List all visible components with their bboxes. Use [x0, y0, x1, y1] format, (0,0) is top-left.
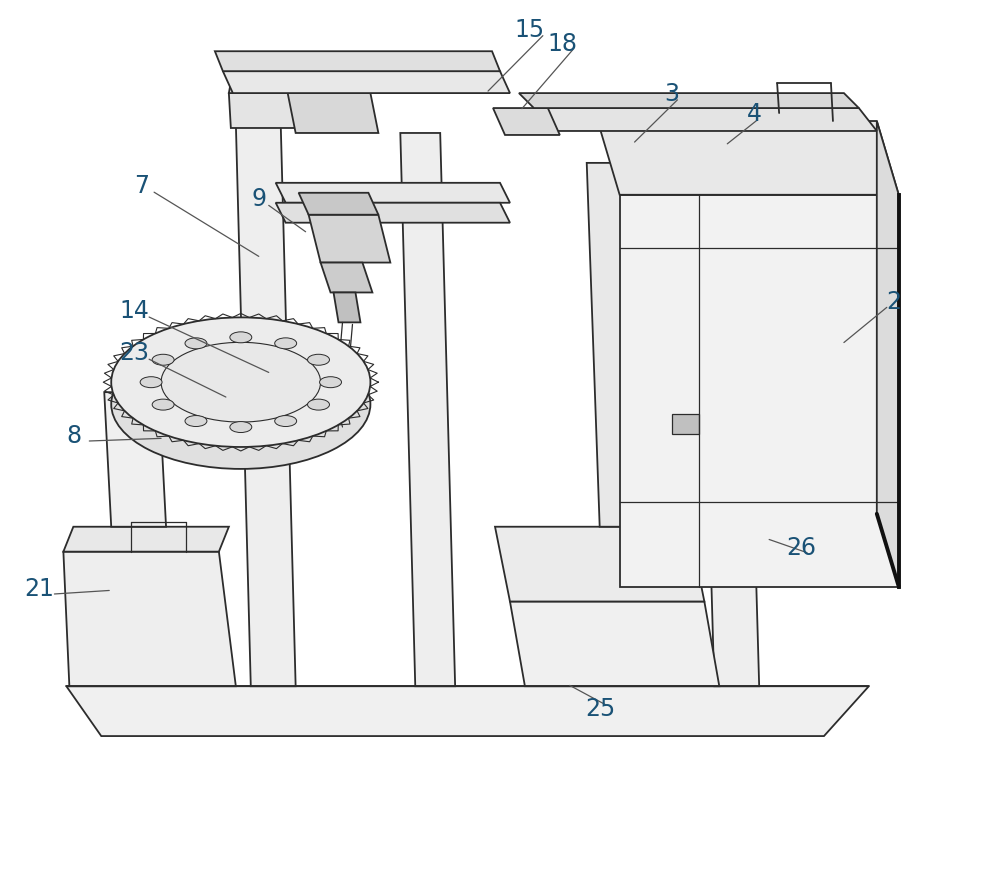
Ellipse shape [161, 342, 321, 422]
Polygon shape [215, 51, 500, 71]
Ellipse shape [275, 338, 297, 348]
Ellipse shape [308, 355, 329, 365]
Ellipse shape [111, 340, 370, 469]
Ellipse shape [152, 400, 174, 410]
Polygon shape [672, 414, 699, 434]
Text: 9: 9 [251, 187, 266, 211]
Text: 26: 26 [786, 536, 816, 560]
Polygon shape [104, 392, 166, 527]
Ellipse shape [185, 415, 207, 427]
Text: 4: 4 [747, 102, 762, 126]
Polygon shape [598, 121, 899, 195]
Polygon shape [286, 83, 378, 133]
Polygon shape [229, 71, 323, 93]
Polygon shape [299, 193, 378, 214]
Ellipse shape [230, 332, 252, 343]
Polygon shape [286, 58, 375, 83]
Polygon shape [747, 113, 819, 128]
Polygon shape [321, 263, 372, 293]
Ellipse shape [320, 377, 342, 388]
Polygon shape [63, 551, 236, 686]
Text: 21: 21 [25, 577, 54, 601]
Polygon shape [495, 527, 704, 602]
Polygon shape [236, 123, 296, 686]
Ellipse shape [111, 318, 370, 447]
Polygon shape [699, 163, 759, 686]
Polygon shape [66, 686, 869, 736]
Text: 14: 14 [119, 299, 149, 323]
Polygon shape [309, 214, 390, 263]
Polygon shape [493, 108, 560, 135]
Polygon shape [587, 163, 635, 527]
Text: 7: 7 [134, 174, 149, 198]
Polygon shape [276, 183, 510, 203]
Polygon shape [229, 93, 331, 128]
Polygon shape [620, 195, 899, 587]
Ellipse shape [275, 415, 297, 427]
Polygon shape [276, 203, 510, 222]
Text: 3: 3 [664, 82, 679, 106]
Text: 23: 23 [119, 341, 149, 365]
Text: 25: 25 [586, 697, 616, 721]
Polygon shape [63, 527, 229, 551]
Polygon shape [510, 602, 719, 686]
Ellipse shape [230, 422, 252, 432]
Polygon shape [534, 108, 877, 131]
Text: 18: 18 [548, 32, 578, 56]
Ellipse shape [185, 338, 207, 348]
Text: 2: 2 [886, 290, 901, 314]
Polygon shape [877, 121, 899, 587]
Text: 8: 8 [67, 423, 82, 448]
Polygon shape [400, 133, 455, 686]
Polygon shape [334, 293, 360, 323]
Ellipse shape [140, 377, 162, 388]
Text: 15: 15 [515, 18, 545, 41]
Polygon shape [223, 71, 510, 93]
Ellipse shape [308, 400, 329, 410]
Polygon shape [519, 93, 859, 108]
Ellipse shape [152, 355, 174, 365]
